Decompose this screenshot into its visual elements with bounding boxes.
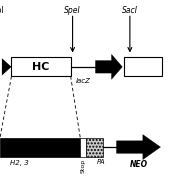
Polygon shape: [117, 135, 160, 159]
Text: NEO: NEO: [129, 160, 147, 169]
Text: HC: HC: [32, 62, 50, 72]
Bar: [80, 138, 86, 157]
Text: H2, 3: H2, 3: [10, 160, 28, 166]
Bar: [86, 138, 103, 157]
Text: Stop: Stop: [81, 159, 86, 173]
Polygon shape: [2, 58, 11, 75]
Polygon shape: [96, 54, 122, 79]
Bar: [124, 57, 162, 76]
Bar: [11, 57, 71, 76]
Text: PA: PA: [96, 159, 105, 164]
Text: lacZ: lacZ: [76, 78, 91, 84]
Text: hol: hol: [0, 6, 4, 15]
Text: SacI: SacI: [122, 6, 138, 15]
Bar: [0, 138, 80, 157]
Text: SpeI: SpeI: [64, 6, 81, 15]
